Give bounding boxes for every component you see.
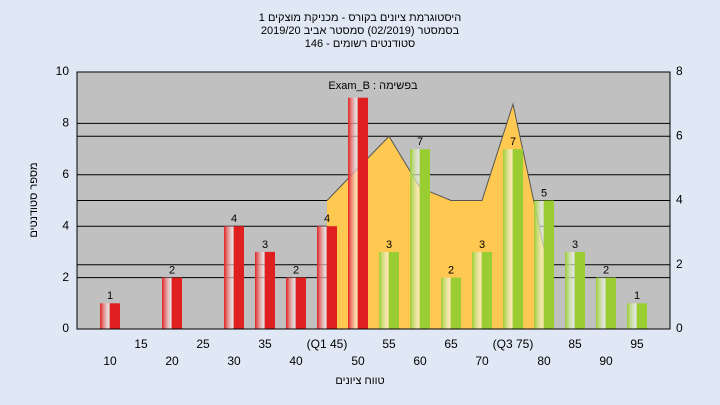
- bar: [410, 149, 430, 329]
- value-label: 5: [541, 187, 547, 199]
- value-label: 2: [603, 265, 609, 277]
- value-label: 1: [107, 290, 113, 302]
- value-label: 4: [324, 213, 330, 225]
- bar: [565, 251, 585, 329]
- bar: [503, 149, 523, 329]
- x-tick-label: 40: [289, 354, 303, 368]
- x-tick-label: 90: [599, 354, 613, 368]
- y2-tick-label: 0: [676, 321, 683, 335]
- x-tick-label: 10: [103, 354, 117, 368]
- x-tick-label: 25: [196, 337, 210, 351]
- value-label: 7: [417, 136, 423, 148]
- bar: [472, 251, 492, 329]
- x-tick-label: 65: [444, 337, 458, 351]
- y2-tick-label: 2: [676, 257, 683, 271]
- value-label: 2: [448, 265, 454, 277]
- value-label: 1: [634, 290, 640, 302]
- value-label: 3: [572, 239, 578, 251]
- value-label: 2: [293, 265, 299, 277]
- y-tick-label: 10: [56, 64, 70, 78]
- x-axis-label: טווח ציונים: [335, 375, 384, 387]
- y2-tick-label: 6: [676, 128, 683, 142]
- x-tick-label: 15: [134, 337, 148, 351]
- bar: [286, 277, 306, 329]
- x-tick-label: 30: [227, 354, 241, 368]
- x-tick-label: 35: [258, 337, 272, 351]
- y-tick-label: 0: [62, 321, 69, 335]
- x-tick-label: 70: [475, 354, 489, 368]
- value-label: 3: [262, 239, 268, 251]
- bar: [441, 277, 461, 329]
- y2-tick-label: 4: [676, 193, 683, 207]
- y-tick-label: 8: [62, 116, 69, 130]
- value-label: 3: [479, 239, 485, 251]
- bar: [100, 303, 120, 329]
- y-tick-label: 4: [62, 218, 69, 232]
- x-tick-label: 95: [630, 337, 644, 351]
- x-tick-label: 50: [351, 354, 365, 368]
- value-label: 3: [386, 239, 392, 251]
- chart-title: היסטוגרמת ציונים בקורס - מכניקת מוצקים 1: [259, 12, 461, 24]
- bar: [348, 97, 368, 329]
- plot-border: [76, 71, 671, 330]
- value-label: 4: [231, 213, 237, 225]
- chart-subtitle: בסמסטר (02/2019) סמסטר אביב 2019/20: [261, 25, 460, 37]
- x-tick-label: (Q3 75): [493, 337, 534, 351]
- bar: [224, 226, 244, 329]
- y-tick-label: 2: [62, 270, 69, 284]
- bar: [379, 251, 399, 329]
- y-tick-label: 6: [62, 167, 69, 181]
- x-tick-label: (Q1 45): [307, 337, 348, 351]
- bar: [255, 251, 275, 329]
- y-axis-label: מספר סטודנטים: [28, 162, 40, 237]
- x-tick-label: 55: [382, 337, 396, 351]
- value-label: 7: [510, 136, 516, 148]
- bar: [627, 303, 647, 329]
- annotation: Exam_B : בפשימה: [328, 80, 418, 92]
- bar: [317, 226, 337, 329]
- value-label: 2: [169, 265, 175, 277]
- x-tick-label: 80: [537, 354, 551, 368]
- x-tick-label: 85: [568, 337, 582, 351]
- bar: [534, 200, 554, 329]
- bar: [596, 277, 616, 329]
- y2-tick-label: 8: [676, 64, 683, 78]
- x-tick-label: 60: [413, 354, 427, 368]
- x-tick-label: 20: [165, 354, 179, 368]
- chart-subtitle: סטודנטים רשומים - 146: [305, 38, 416, 50]
- bar: [162, 277, 182, 329]
